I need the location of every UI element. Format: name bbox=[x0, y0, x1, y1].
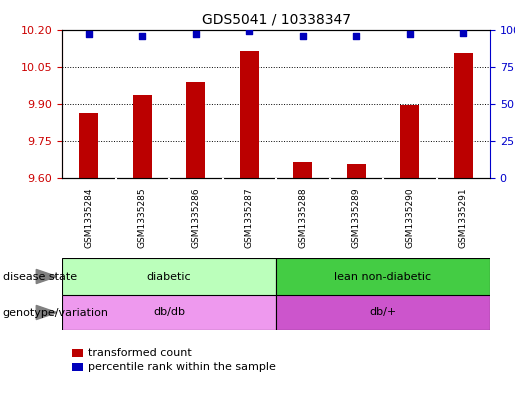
Bar bbox=[62, 295, 276, 330]
Title: GDS5041 / 10338347: GDS5041 / 10338347 bbox=[201, 12, 351, 26]
Text: lean non-diabetic: lean non-diabetic bbox=[334, 272, 432, 281]
Polygon shape bbox=[36, 305, 57, 320]
Text: GSM1335291: GSM1335291 bbox=[459, 188, 468, 248]
Bar bbox=[133, 95, 151, 178]
Bar bbox=[454, 53, 473, 178]
Bar bbox=[79, 113, 98, 178]
Text: GSM1335286: GSM1335286 bbox=[191, 188, 200, 248]
Text: GSM1335284: GSM1335284 bbox=[84, 188, 93, 248]
Bar bbox=[186, 82, 205, 178]
Text: transformed count: transformed count bbox=[88, 348, 192, 358]
Bar bbox=[72, 349, 82, 357]
Text: db/+: db/+ bbox=[369, 307, 397, 318]
Text: GSM1335285: GSM1335285 bbox=[138, 188, 147, 248]
Point bbox=[245, 28, 253, 35]
Text: genotype/variation: genotype/variation bbox=[3, 307, 109, 318]
Bar bbox=[294, 162, 312, 178]
Bar bbox=[62, 258, 276, 295]
Point bbox=[459, 30, 468, 36]
Bar bbox=[276, 258, 490, 295]
Bar bbox=[400, 105, 419, 178]
Point bbox=[299, 33, 307, 39]
Point bbox=[138, 33, 146, 39]
Bar bbox=[240, 51, 259, 178]
Text: percentile rank within the sample: percentile rank within the sample bbox=[88, 362, 276, 372]
Text: db/db: db/db bbox=[153, 307, 185, 318]
Bar bbox=[72, 363, 82, 371]
Text: GSM1335290: GSM1335290 bbox=[405, 188, 414, 248]
Text: disease state: disease state bbox=[3, 272, 77, 281]
Text: GSM1335287: GSM1335287 bbox=[245, 188, 254, 248]
Bar bbox=[347, 164, 366, 178]
Point bbox=[192, 31, 200, 38]
Point bbox=[406, 31, 414, 38]
Polygon shape bbox=[36, 270, 57, 284]
Text: diabetic: diabetic bbox=[147, 272, 191, 281]
Point bbox=[352, 33, 360, 39]
Text: GSM1335289: GSM1335289 bbox=[352, 188, 360, 248]
Text: GSM1335288: GSM1335288 bbox=[298, 188, 307, 248]
Bar bbox=[276, 295, 490, 330]
Point bbox=[84, 31, 93, 38]
